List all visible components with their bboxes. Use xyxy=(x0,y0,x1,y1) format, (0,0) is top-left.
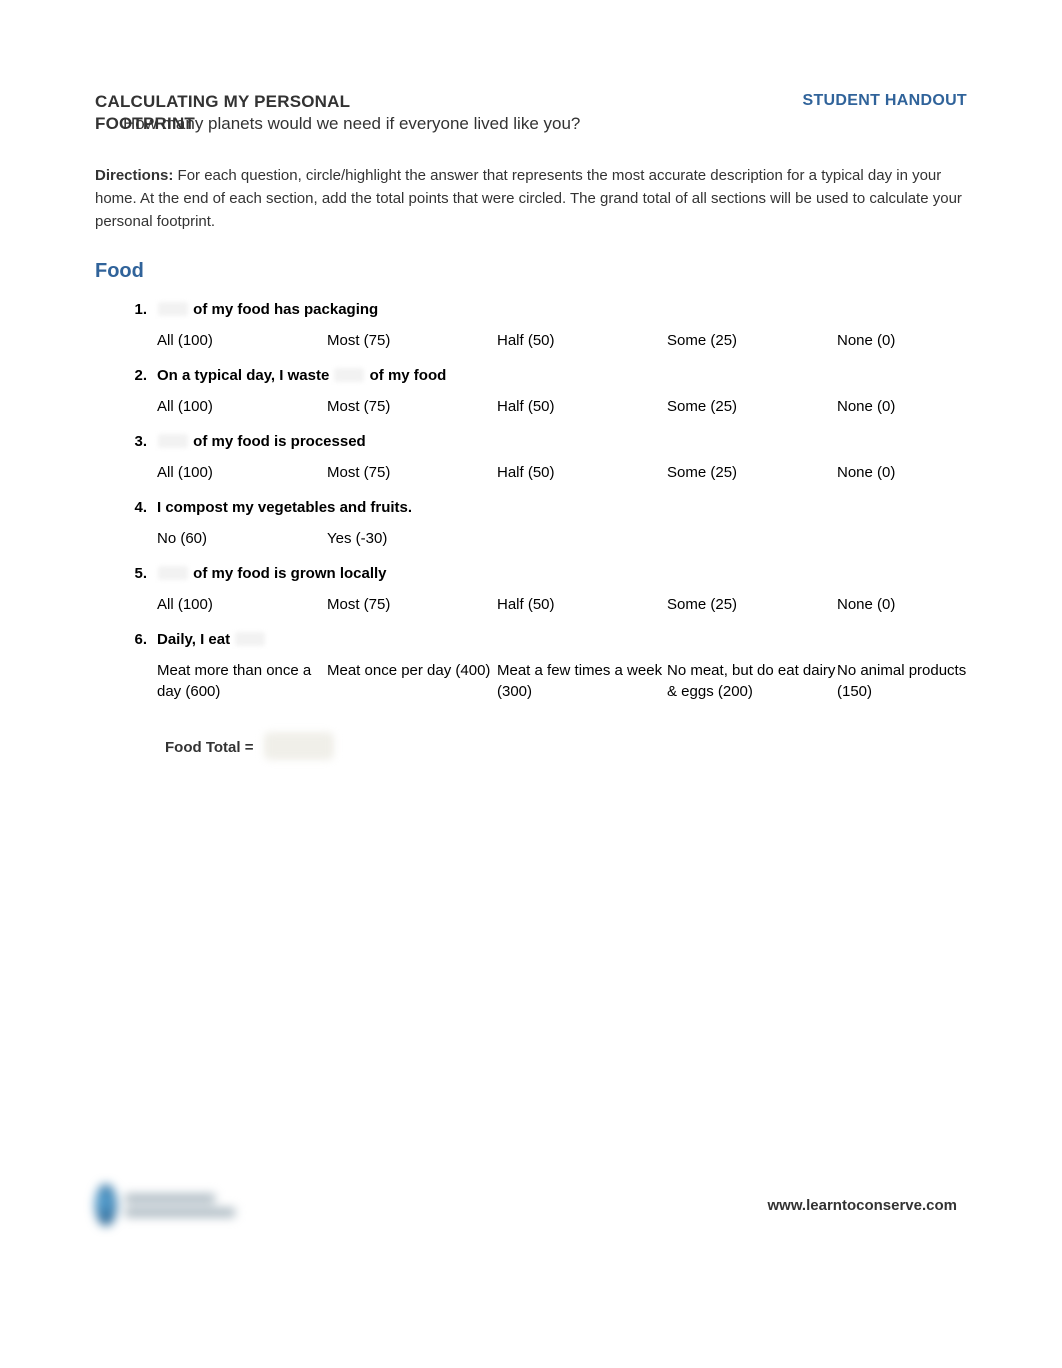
question-2-head: 2. On a typical day, I waste of my food xyxy=(125,365,967,386)
question-2: 2. On a typical day, I waste of my food … xyxy=(125,365,967,417)
question-5-num: 5. xyxy=(125,563,147,584)
food-total-label: Food Total = xyxy=(165,739,253,756)
question-6-head: 6. Daily, I eat xyxy=(125,629,967,650)
option[interactable]: Half (50) xyxy=(497,330,667,351)
option[interactable]: All (100) xyxy=(157,462,327,483)
question-5: 5. of my food is grown locally All (100)… xyxy=(125,563,967,615)
blank-fill[interactable] xyxy=(158,302,188,316)
question-4-head: 4. I compost my vegetables and fruits. xyxy=(125,497,967,518)
option[interactable]: Most (75) xyxy=(327,462,497,483)
blank-fill[interactable] xyxy=(158,434,188,448)
option[interactable]: Yes (-30) xyxy=(327,528,497,549)
question-2-text: On a typical day, I waste of my food xyxy=(157,365,446,386)
option[interactable]: No animal products (150) xyxy=(837,660,977,702)
question-6-options: Meat more than once a day (600) Meat onc… xyxy=(125,660,967,702)
question-5-options: All (100) Most (75) Half (50) Some (25) … xyxy=(125,594,967,615)
food-total-input[interactable] xyxy=(264,732,334,760)
logo-text-blur xyxy=(125,1194,235,1217)
handout-label: STUDENT HANDOUT xyxy=(803,90,968,112)
option[interactable]: Meat more than once a day (600) xyxy=(157,660,327,702)
logo xyxy=(95,1180,235,1230)
option[interactable]: Most (75) xyxy=(327,396,497,417)
option[interactable]: None (0) xyxy=(837,396,977,417)
directions-text: For each question, circle/highlight the … xyxy=(95,167,962,231)
option[interactable]: Half (50) xyxy=(497,594,667,615)
question-1-head: 1. of my food has packaging xyxy=(125,299,967,320)
option[interactable]: All (100) xyxy=(157,330,327,351)
question-1-options: All (100) Most (75) Half (50) Some (25) … xyxy=(125,330,967,351)
page-title: CALCULATING MY PERSONAL xyxy=(95,90,350,114)
question-4-options: No (60) Yes (-30) xyxy=(125,528,967,549)
option[interactable]: Half (50) xyxy=(497,396,667,417)
question-4-text: I compost my vegetables and fruits. xyxy=(157,497,412,518)
option[interactable]: Meat a few times a week (300) xyxy=(497,660,667,702)
footer-url: www.learntoconserve.com xyxy=(767,1195,957,1216)
subtitle-text: How many planets would we need if everyo… xyxy=(123,114,580,133)
option[interactable]: Meat once per day (400) xyxy=(327,660,497,681)
logo-icon xyxy=(95,1184,117,1226)
option[interactable]: Most (75) xyxy=(327,594,497,615)
option[interactable]: Some (25) xyxy=(667,330,837,351)
question-5-text: of my food is grown locally xyxy=(157,563,387,584)
option[interactable]: All (100) xyxy=(157,396,327,417)
question-2-options: All (100) Most (75) Half (50) Some (25) … xyxy=(125,396,967,417)
blank-fill[interactable] xyxy=(235,632,265,646)
question-1: 1. of my food has packaging All (100) Mo… xyxy=(125,299,967,351)
blank-fill[interactable] xyxy=(334,368,364,382)
footer: www.learntoconserve.com xyxy=(95,1180,967,1230)
question-5-head: 5. of my food is grown locally xyxy=(125,563,967,584)
question-3-text: of my food is processed xyxy=(157,431,366,452)
question-1-num: 1. xyxy=(125,299,147,320)
option[interactable]: Most (75) xyxy=(327,330,497,351)
food-total-row: Food Total = xyxy=(125,732,967,760)
option[interactable]: None (0) xyxy=(837,462,977,483)
question-3-head: 3. of my food is processed xyxy=(125,431,967,452)
directions-label: Directions: xyxy=(95,167,173,184)
header-row: CALCULATING MY PERSONAL STUDENT HANDOUT xyxy=(95,90,967,114)
question-6-num: 6. xyxy=(125,629,147,650)
subtitle: FOOTPRINTHow many planets would we need … xyxy=(95,112,967,136)
question-3-options: All (100) Most (75) Half (50) Some (25) … xyxy=(125,462,967,483)
option[interactable]: Some (25) xyxy=(667,462,837,483)
section-heading-food: Food xyxy=(95,257,967,285)
option[interactable]: No (60) xyxy=(157,528,327,549)
question-3: 3. of my food is processed All (100) Mos… xyxy=(125,431,967,483)
question-6: 6. Daily, I eat Meat more than once a da… xyxy=(125,629,967,702)
question-3-num: 3. xyxy=(125,431,147,452)
option[interactable]: Some (25) xyxy=(667,594,837,615)
option[interactable]: Some (25) xyxy=(667,396,837,417)
blank-fill[interactable] xyxy=(158,566,188,580)
directions: Directions: For each question, circle/hi… xyxy=(95,164,967,234)
option[interactable]: All (100) xyxy=(157,594,327,615)
question-list: 1. of my food has packaging All (100) Mo… xyxy=(95,299,967,760)
option[interactable]: None (0) xyxy=(837,330,977,351)
option[interactable]: Half (50) xyxy=(497,462,667,483)
question-6-text: Daily, I eat xyxy=(157,629,266,650)
question-4: 4. I compost my vegetables and fruits. N… xyxy=(125,497,967,549)
option[interactable]: No meat, but do eat dairy & eggs (200) xyxy=(667,660,837,702)
option[interactable]: None (0) xyxy=(837,594,977,615)
question-4-num: 4. xyxy=(125,497,147,518)
question-1-text: of my food has packaging xyxy=(157,299,378,320)
question-2-num: 2. xyxy=(125,365,147,386)
